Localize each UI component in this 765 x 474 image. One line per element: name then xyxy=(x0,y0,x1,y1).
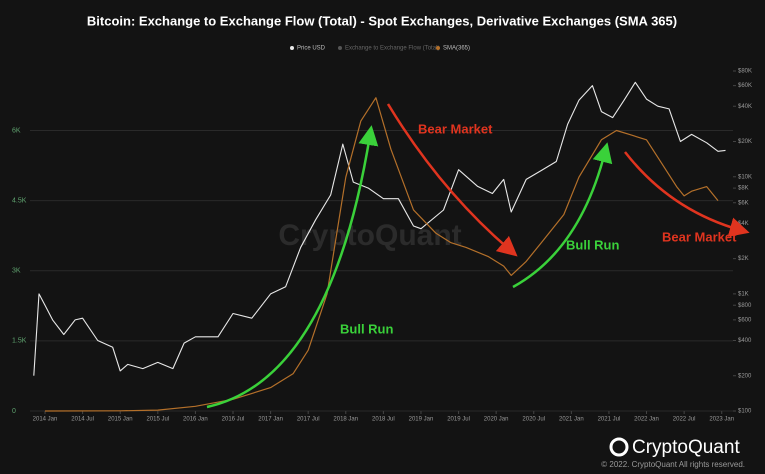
annotation: Bull Run xyxy=(566,237,619,252)
annotation: Bear Market xyxy=(662,229,737,244)
logo-icon xyxy=(609,437,629,457)
x-tick-label: 2022 Jul xyxy=(673,417,696,423)
legend-label: Price USD xyxy=(297,46,326,52)
x-tick-label: 2019 Jan xyxy=(409,417,434,423)
y2-tick-label: $20K xyxy=(738,139,752,145)
x-tick-label: 2021 Jan xyxy=(559,417,584,423)
y-tick-label: 1.5K xyxy=(12,338,27,345)
x-tick-label: 2019 Jul xyxy=(447,417,470,423)
logo-text: CryptoQuant xyxy=(632,437,740,458)
y2-tick-label: $200 xyxy=(738,373,752,379)
watermark: CryptoQuant xyxy=(278,219,461,252)
x-tick-label: 2020 Jul xyxy=(522,417,545,423)
x-tick-label: 2017 Jul xyxy=(297,417,320,423)
series-group xyxy=(33,81,726,412)
x-tick-label: 2020 Jan xyxy=(484,417,509,423)
chart-title: Bitcoin: Exchange to Exchange Flow (Tota… xyxy=(87,13,677,28)
series-line xyxy=(33,81,726,376)
y2-tick-label: $40K xyxy=(738,104,752,110)
legend-label: Exchange to Exchange Flow (Total) xyxy=(345,46,439,52)
y-tick-label: 3K xyxy=(12,268,21,275)
y2-tick-label: $800 xyxy=(738,303,752,309)
y-tick-label: 6K xyxy=(12,127,21,134)
legend-marker xyxy=(436,46,440,50)
logo: CryptoQuant xyxy=(609,437,740,458)
y-tick-label: 4.5K xyxy=(12,197,27,204)
x-tick-label: 2023 Jan xyxy=(709,417,734,423)
y2-tick-label: $1K xyxy=(738,291,749,297)
annotation: Bear Market xyxy=(418,121,493,136)
y2-tick-label: $2K xyxy=(738,256,749,262)
annotation-arrows xyxy=(206,103,750,409)
arrow xyxy=(512,142,613,289)
copyright: © 2022. CryptoQuant All rights reserved. xyxy=(601,460,745,469)
x-tick-label: 2022 Jan xyxy=(634,417,659,423)
y2-tick-label: $4K xyxy=(738,221,749,227)
y2-tick-label: $10K xyxy=(738,174,752,180)
x-tick-label: 2018 Jan xyxy=(333,417,358,423)
y2-tick-label: $60K xyxy=(738,83,752,89)
series-line xyxy=(44,97,719,412)
x-tick-label: 2018 Jul xyxy=(372,417,395,423)
legend-marker xyxy=(338,46,342,50)
annotation: Bull Run xyxy=(340,321,393,336)
arrow xyxy=(624,151,750,237)
arrow xyxy=(206,125,379,409)
y2-tick-label: $8K xyxy=(738,186,749,192)
y2-tick-label: $80K xyxy=(738,69,752,75)
grid xyxy=(30,129,733,412)
x-tick-label: 2014 Jul xyxy=(71,417,94,423)
y2-tick-label: $100 xyxy=(738,409,752,415)
x-tick-label: 2016 Jul xyxy=(222,417,245,423)
y2-tick-label: $6K xyxy=(738,200,749,206)
arrow xyxy=(386,103,518,257)
legend-marker xyxy=(290,46,294,50)
y-tick-label: 0 xyxy=(12,408,16,415)
y2-tick-label: $400 xyxy=(738,338,752,344)
x-tick-label: 2015 Jan xyxy=(108,417,133,423)
x-tick-label: 2015 Jul xyxy=(146,417,169,423)
y2-tick-label: $600 xyxy=(738,317,752,323)
x-tick-label: 2014 Jan xyxy=(33,417,58,423)
x-tick-label: 2017 Jan xyxy=(258,417,283,423)
x-tick-label: 2021 Jul xyxy=(598,417,621,423)
x-tick-label: 2016 Jan xyxy=(183,417,208,423)
legend-label: SMA(365) xyxy=(443,46,470,52)
